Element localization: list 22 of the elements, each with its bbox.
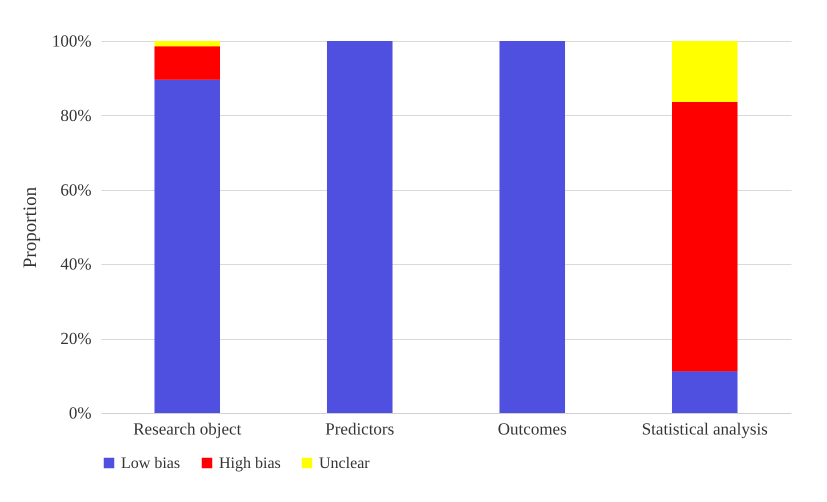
- y-axis-title: Proportion: [20, 186, 41, 268]
- y-tick-label: 100%: [52, 32, 92, 50]
- legend-label: Low bias: [121, 455, 180, 472]
- bar: [672, 371, 738, 413]
- y-tick-label: 20%: [60, 329, 92, 348]
- x-tick-label: Statistical analysis: [642, 420, 768, 438]
- y-tick-label: 60%: [60, 180, 92, 200]
- y-tick-label: 40%: [60, 254, 92, 274]
- bar: [154, 41, 220, 46]
- bar: [326, 41, 393, 413]
- bar: [499, 41, 566, 413]
- legend-label: High bias: [219, 455, 281, 472]
- y-tick-label: 80%: [60, 106, 92, 125]
- bar: [154, 80, 220, 413]
- y-tick-label: 0%: [68, 404, 92, 422]
- x-tick-label: Research object: [133, 420, 242, 438]
- bar: [154, 46, 220, 80]
- bar: [672, 41, 738, 102]
- bar: [672, 102, 738, 372]
- x-tick-label: Outcomes: [498, 420, 567, 438]
- x-tick-label: Predictors: [325, 420, 394, 438]
- legend-label: Unclear: [319, 455, 370, 472]
